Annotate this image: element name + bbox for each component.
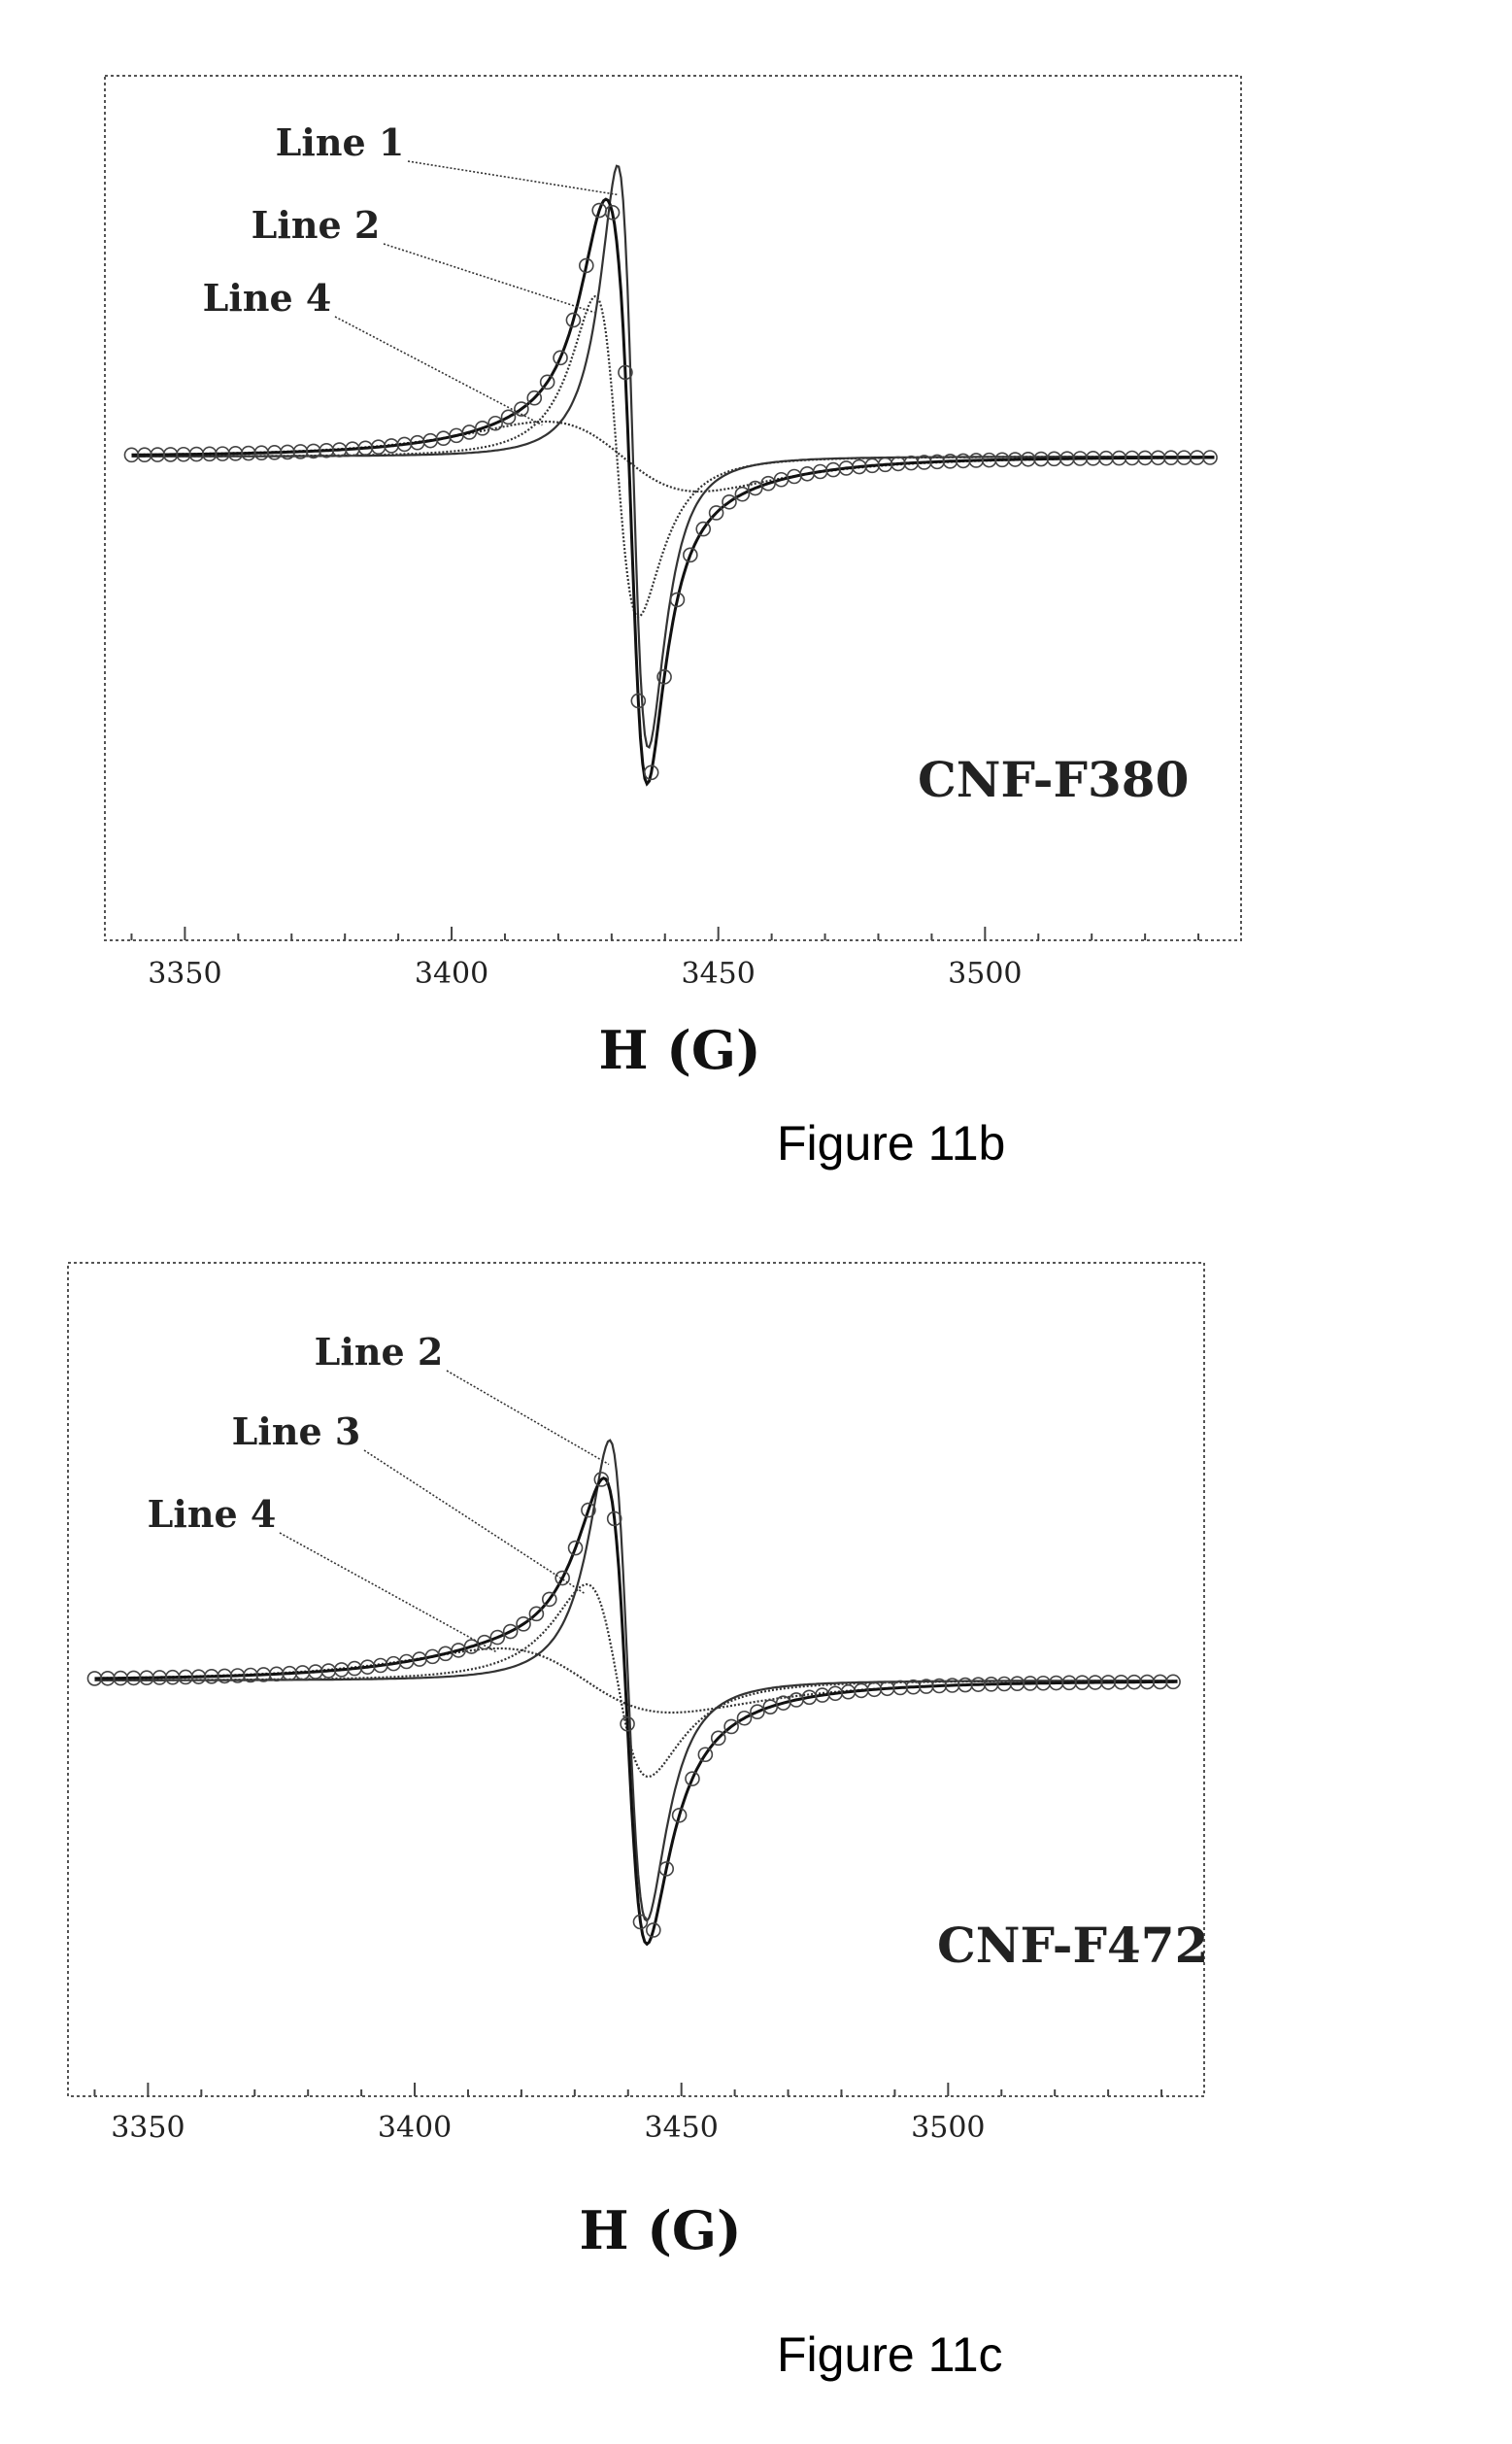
figure-11c-caption: Figure 11c [777,2326,1003,2383]
series-label: Line 2 [315,1330,444,1374]
x-axis-title: H (G) [579,2199,741,2261]
series-label: Line 2 [252,203,381,247]
series-label-leader [447,1371,609,1465]
x-tick-label: 3450 [682,957,756,991]
series-label: Line 1 [276,120,405,164]
figure-11b-caption: Figure 11b [777,1115,1005,1171]
series-label-leader [408,161,617,194]
x-tick-label: 3400 [415,957,488,991]
series-label-leader [384,244,594,313]
x-tick-label: 3500 [948,957,1022,991]
series-line-line-1 [132,166,1215,748]
figure-11c-chart: 3350 3400 3450 3500 H (G) CNF-F472 Line 2 Line … [0,1195,1512,2444]
x-tick-label: 3350 [111,2111,185,2145]
figure-11c-panel: 3350 3400 3450 3500 H (G) CNF-F472 Line 2 Line … [0,1195,1512,2444]
series-label-leader [335,317,542,425]
series-label: Line 4 [148,1492,277,1536]
figure-11b-chart: 3350 3400 3450 3500 H (G) CNF-F380 Line 1 Line … [0,0,1512,1195]
figure-11b-panel: 3350 3400 3450 3500 H (G) CNF-F380 Line 1 Line … [0,0,1512,1195]
series-label-leader [280,1533,496,1651]
total-fit-line [95,1478,1178,1945]
series-label: Line 3 [232,1409,361,1453]
x-axis-title: H (G) [598,1019,760,1081]
series-label: Line 4 [203,276,332,320]
x-tick-label: 3350 [148,957,221,991]
x-tick-label: 3500 [911,2111,985,2145]
x-tick-label: 3400 [378,2111,452,2145]
series-label-leader [364,1450,586,1594]
x-tick-label: 3450 [645,2111,719,2145]
sample-label: CNF-F380 [918,751,1189,808]
sample-label: CNF-F472 [937,1917,1208,1974]
